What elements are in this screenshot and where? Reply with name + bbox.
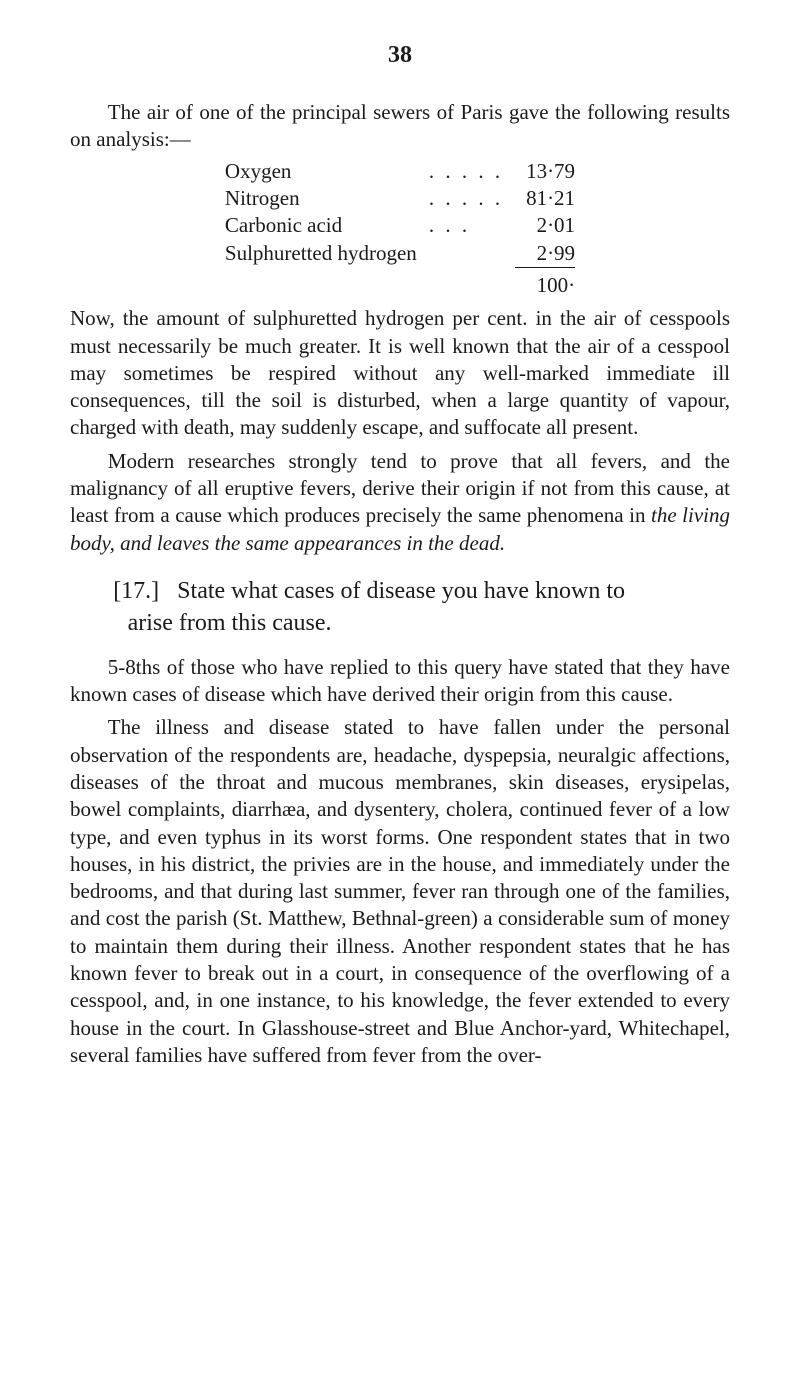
analysis-dots: . . . . . [423,185,509,212]
analysis-label: Sulphuretted hydrogen [219,240,423,267]
analysis-label: Carbonic acid [219,212,423,239]
question-block: [17.] State what cases of disease you ha… [70,575,730,640]
paragraph-modern: Modern researches strongly tend to prove… [70,448,730,557]
paragraph-modern-text: Modern researches strongly tend to prove… [70,449,730,528]
analysis-dots: . . . [423,212,509,239]
paragraph-now: Now, the amount of sulphuretted hydrogen… [70,305,730,441]
analysis-total-row: 100· [219,270,581,299]
paragraph-illness: The illness and disease stated to have f… [70,714,730,1069]
analysis-total: 100· [509,270,581,299]
analysis-value: 13·79 [509,158,581,185]
analysis-row: Sulphuretted hydrogen 2·99 [219,240,581,267]
analysis-value: 81·21 [509,185,581,212]
analysis-dots: . . . . . [423,158,509,185]
analysis-row: Nitrogen . . . . . 81·21 [219,185,581,212]
page-number: 38 [70,40,730,71]
analysis-dots [423,240,509,267]
analysis-table-block: Oxygen . . . . . 13·79 Nitrogen . . . . … [70,158,730,299]
analysis-label: Nitrogen [219,185,423,212]
intro-paragraph: The air of one of the principal sewers o… [70,99,730,154]
analysis-row: Carbonic acid . . . 2·01 [219,212,581,239]
analysis-value: 2·01 [509,212,581,239]
analysis-table: Oxygen . . . . . 13·79 Nitrogen . . . . … [219,158,581,299]
paragraph-58ths: 5-8ths of those who have replied to this… [70,654,730,709]
question-line1: State what cases of disease you have kno… [177,578,625,604]
question-line2: arise from this cause. [70,607,730,639]
analysis-value: 2·99 [509,240,581,267]
question-number: [17.] [113,578,159,604]
analysis-row: Oxygen . . . . . 13·79 [219,158,581,185]
analysis-label: Oxygen [219,158,423,185]
